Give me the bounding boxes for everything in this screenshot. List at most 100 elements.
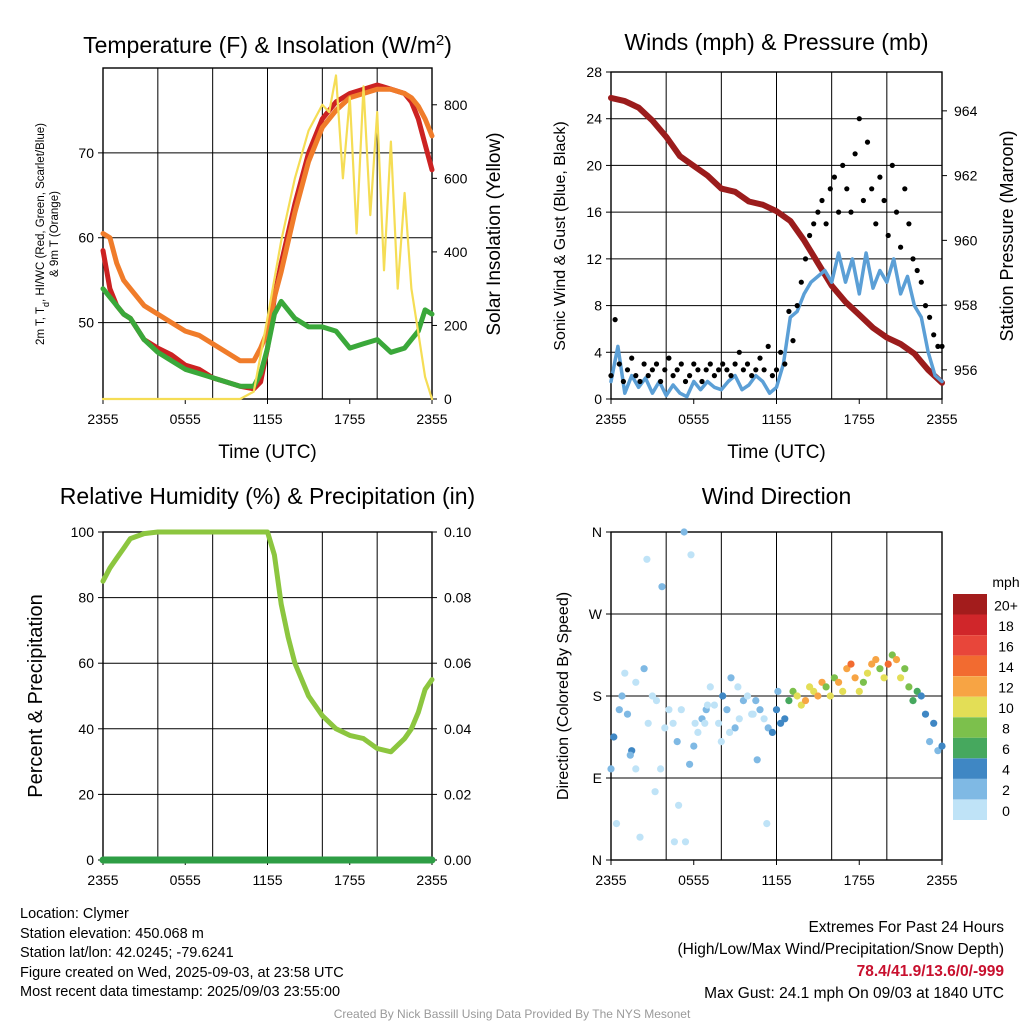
credit-text: Created By Nick Bassill Using Data Provi… <box>333 1007 691 1021</box>
y2-tick-label-2: 962 <box>954 168 978 184</box>
direction-point <box>726 728 734 737</box>
gust-point <box>786 308 792 314</box>
direction-point <box>756 706 764 714</box>
y2-tick-label-1: 200 <box>444 317 468 333</box>
temp-series-line-1 <box>100 86 435 364</box>
colorbar-label: 14 <box>998 659 1014 675</box>
gust-point <box>811 221 817 227</box>
temp-x-axis-label: Time (UTC) <box>218 442 317 463</box>
direction-point <box>934 747 942 755</box>
gust-point <box>645 373 651 379</box>
gust-point <box>736 349 742 355</box>
gust-point <box>922 303 929 309</box>
y-tick-label-4: E <box>593 770 602 786</box>
direction-point <box>621 669 629 677</box>
direction-point <box>859 678 868 686</box>
colorbar-label: 12 <box>998 680 1014 696</box>
x-tick-label-1: 1155 <box>252 411 282 427</box>
y-tick-label-2: 28 <box>586 64 602 80</box>
gust-point <box>757 355 763 361</box>
x-tick-label-3: 2355 <box>87 872 118 888</box>
gust-point <box>682 378 689 385</box>
y-tick-label-3: 60 <box>78 655 94 671</box>
direction-point <box>690 742 698 750</box>
direction-point <box>763 820 771 828</box>
gust-point <box>641 361 647 367</box>
direction-point <box>801 697 810 705</box>
gust-point <box>653 361 660 367</box>
elevation-text: Station elevation: 450.068 m <box>20 925 204 942</box>
colorbar-label: 6 <box>1002 741 1010 757</box>
direction-point <box>677 706 685 714</box>
colorbar-label: 20+ <box>994 597 1018 613</box>
direction-point <box>749 710 757 718</box>
gust-point <box>898 244 904 250</box>
y-tick-label-2: 4 <box>594 344 602 360</box>
direction-point <box>926 738 934 746</box>
gust-point <box>649 367 656 373</box>
gust-point <box>798 279 804 285</box>
colorbar-swatch <box>953 799 987 820</box>
direction-point <box>648 692 657 700</box>
direction-point <box>905 683 913 691</box>
y2-tick-label-1: 600 <box>444 170 468 186</box>
direction-point <box>661 724 669 732</box>
extremes-info: Extremes For Past 24 Hours (High/Low/Max… <box>678 917 1005 1005</box>
wind-series-line-0 <box>608 94 945 386</box>
direction-point <box>723 706 731 714</box>
gust-point <box>827 186 833 192</box>
y-tick-label-1: 70 <box>78 145 94 161</box>
colorbar-swatch <box>953 655 987 677</box>
gust-point <box>840 162 846 168</box>
gust-point <box>749 373 755 379</box>
gust-point <box>927 314 933 320</box>
direction-point <box>743 692 752 700</box>
gust-point <box>612 317 618 323</box>
colorbar-swatch <box>953 635 987 656</box>
direction-point <box>818 678 826 686</box>
extremes-values: 78.4/41.9/13.6/0/-999 <box>856 963 1004 980</box>
direction-point <box>901 665 909 673</box>
direction-point <box>657 765 665 773</box>
direction-point <box>651 788 659 796</box>
direction-point <box>694 728 702 737</box>
direction-point <box>739 697 748 705</box>
direction-point <box>734 683 742 691</box>
direction-y-axis-label: Direction (Colored By Speed) <box>555 592 572 800</box>
y-tick-label-4: N <box>592 524 602 540</box>
direction-point <box>652 697 661 705</box>
y-tick-label-3: 100 <box>71 524 95 540</box>
direction-point <box>753 756 761 764</box>
direction-point <box>826 692 834 700</box>
y-tick-label-2: 20 <box>586 157 602 173</box>
gust-point <box>662 367 668 373</box>
x-tick-label-1: 1755 <box>334 411 365 427</box>
direction-point <box>888 651 896 659</box>
gust-point <box>778 349 784 355</box>
gust-point <box>939 343 945 349</box>
gust-point <box>744 361 751 367</box>
direction-point <box>810 687 818 696</box>
direction-point <box>735 715 743 723</box>
y2-tick-label-2: 964 <box>954 103 978 119</box>
direction-point <box>680 528 688 536</box>
direction-point <box>752 697 760 705</box>
gust-point <box>802 256 809 262</box>
gust-point <box>732 361 738 367</box>
direction-point <box>830 674 839 682</box>
gust-point <box>753 367 759 373</box>
gust-point <box>620 378 627 385</box>
x-tick-label-2: 1155 <box>761 411 791 427</box>
wind-series-line-1 <box>609 251 944 399</box>
gust-point <box>720 361 726 367</box>
direction-point <box>632 765 640 773</box>
gust-point <box>935 343 941 349</box>
colorbar-swatch <box>953 676 987 697</box>
y2-tick-label-3: 0.10 <box>444 524 471 540</box>
gust-point <box>637 378 643 385</box>
gust-point <box>881 197 887 204</box>
x-tick-label-4: 1155 <box>761 872 791 888</box>
gust-point <box>906 221 912 227</box>
gust-point <box>782 361 788 367</box>
